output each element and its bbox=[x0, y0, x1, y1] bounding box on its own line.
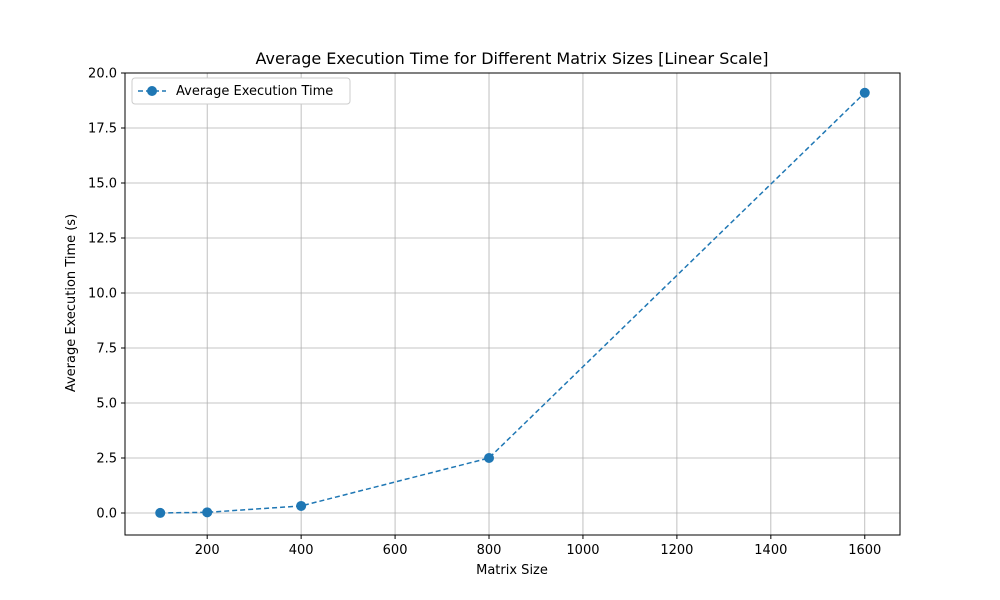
x-tick-label: 1200 bbox=[660, 543, 693, 558]
x-tick-label: 1400 bbox=[754, 543, 787, 558]
legend-box bbox=[131, 77, 351, 105]
y-tick-label: 10.0 bbox=[88, 287, 117, 302]
y-tick-label: 7.5 bbox=[96, 342, 117, 357]
y-axis-title: Average Execution Time (s) bbox=[64, 214, 79, 392]
x-tick-label: 1000 bbox=[566, 543, 599, 558]
data-point bbox=[859, 87, 870, 98]
grid bbox=[125, 72, 900, 535]
y-tick-label: 15.0 bbox=[88, 177, 117, 192]
x-tick-label: 1600 bbox=[848, 543, 881, 558]
series-layer bbox=[155, 87, 870, 518]
y-tick-label: 0.0 bbox=[96, 507, 117, 522]
data-point bbox=[202, 507, 213, 518]
axes: 200 400 600 800 1000 1200 1400 1600 0.0 2.5 5.0 7.5… bbox=[88, 67, 901, 558]
y-tick-label: 2.5 bbox=[96, 452, 117, 467]
y-tick-label: 12.5 bbox=[88, 232, 117, 247]
y-tick-label: 20.0 bbox=[88, 67, 117, 82]
legend-marker-sample bbox=[147, 86, 157, 96]
x-axis-title: Matrix Size bbox=[476, 563, 548, 578]
x-tick-label: 600 bbox=[383, 543, 408, 558]
x-tick-label: 800 bbox=[477, 543, 502, 558]
x-tick-label: 200 bbox=[195, 543, 220, 558]
data-point bbox=[484, 453, 495, 463]
x-tick-label: 400 bbox=[289, 543, 314, 558]
plot-frame bbox=[124, 72, 901, 536]
y-tick-label: 17.5 bbox=[88, 122, 117, 137]
legend-label: Average Execution Time bbox=[176, 84, 333, 99]
data-point bbox=[155, 507, 166, 518]
data-point bbox=[296, 500, 307, 511]
y-tick-label: 5.0 bbox=[96, 397, 117, 412]
chart-title: Average Execution Time for Different Mat… bbox=[256, 49, 769, 68]
legend: Average Execution Time bbox=[131, 77, 351, 105]
